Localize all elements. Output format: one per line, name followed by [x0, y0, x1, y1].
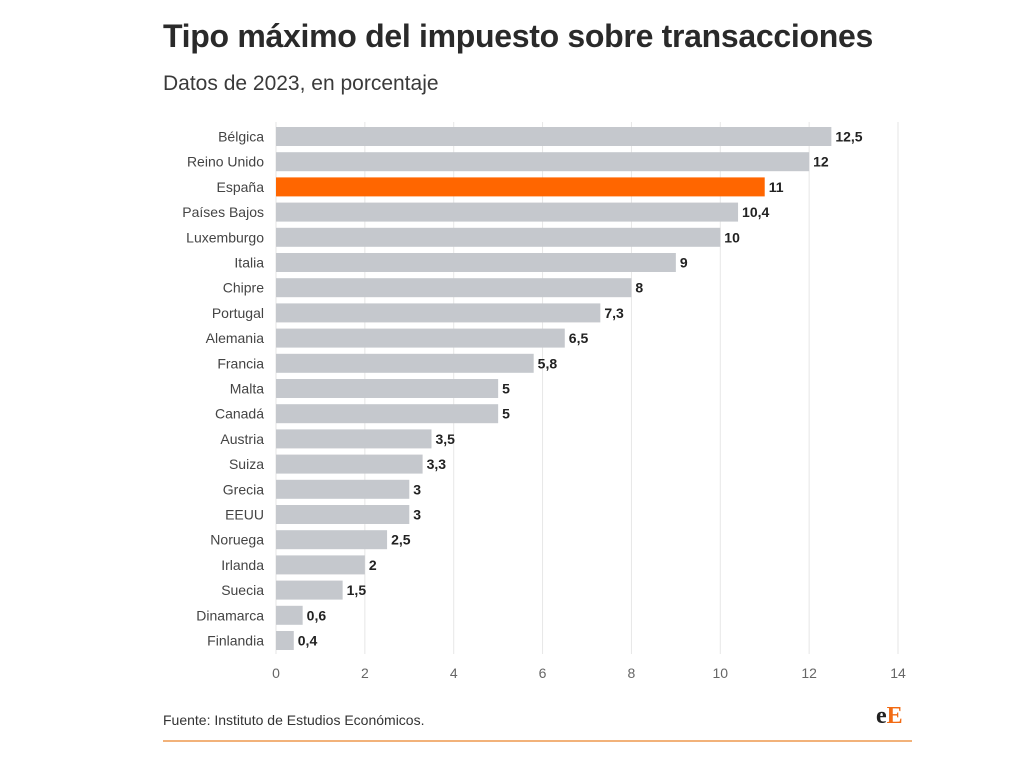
category-label: Chipre [223, 280, 264, 296]
value-label: 2,5 [391, 532, 411, 548]
source-note: Fuente: Instituto de Estudios Económicos… [163, 712, 425, 728]
bar [276, 580, 343, 600]
category-label: Noruega [210, 532, 264, 548]
value-label: 8 [635, 280, 643, 296]
value-label: 3 [413, 507, 421, 523]
bar [276, 605, 303, 625]
chart-title: Tipo máximo del impuesto sobre transacci… [163, 18, 873, 54]
value-label: 10,4 [742, 204, 769, 220]
value-label: 9 [680, 255, 688, 271]
publisher-logo: eE [876, 703, 903, 729]
bar [276, 379, 499, 398]
value-label: 5,8 [538, 355, 558, 371]
category-label: Irlanda [221, 557, 264, 573]
value-label: 2 [369, 557, 377, 573]
bar [276, 454, 423, 474]
category-label: Finlandia [207, 633, 264, 649]
bar [276, 530, 388, 550]
x-tick-label: 12 [801, 665, 817, 681]
category-label: Suiza [229, 456, 264, 472]
value-label: 3 [413, 481, 421, 497]
category-label: Italia [234, 255, 264, 271]
bar-chart: 0 2 4 6 8 10 12 14 Bélgica 12,5 Reino Unido 12 Españ… [182, 122, 906, 681]
bar [276, 429, 432, 449]
value-label: 5 [502, 406, 510, 422]
value-label: 3,3 [427, 456, 447, 472]
category-label: Malta [230, 381, 264, 397]
x-tick-label: 4 [450, 665, 458, 681]
bar [276, 278, 632, 298]
bar [276, 127, 832, 146]
category-label: Bélgica [218, 129, 264, 145]
bar [276, 631, 294, 650]
bar [276, 202, 739, 222]
value-label: 11 [769, 179, 784, 195]
bar [276, 328, 565, 348]
category-label: Austria [220, 431, 264, 447]
value-label: 12,5 [835, 129, 862, 145]
bar [276, 353, 534, 373]
x-tick-label: 2 [361, 665, 369, 681]
x-tick-label: 6 [539, 665, 547, 681]
chart-subtitle: Datos de 2023, en porcentaje [163, 72, 439, 95]
bar [276, 505, 410, 524]
bar [276, 404, 499, 424]
category-label: Países Bajos [182, 204, 264, 220]
x-tick-label: 10 [712, 665, 728, 681]
category-label: Dinamarca [196, 607, 264, 623]
footer-divider [163, 740, 912, 742]
category-label: EEUU [225, 507, 264, 523]
category-label: Luxemburgo [186, 229, 264, 245]
category-label: Portugal [212, 305, 264, 321]
x-tick-label: 8 [628, 665, 636, 681]
category-label: España [217, 179, 265, 195]
bar [276, 227, 721, 247]
category-label: Canadá [215, 406, 264, 422]
bar [276, 253, 676, 272]
value-label: 3,5 [436, 431, 456, 447]
x-tick-label: 0 [272, 665, 280, 681]
category-label: Suecia [221, 582, 264, 598]
value-label: 10 [724, 229, 740, 245]
category-label: Reino Unido [187, 154, 264, 170]
value-label: 6,5 [569, 330, 589, 346]
value-label: 1,5 [347, 582, 367, 598]
x-tick-label: 14 [890, 665, 906, 681]
value-label: 0,4 [298, 633, 318, 649]
category-label: Francia [217, 355, 264, 371]
bar [276, 152, 810, 172]
bar [276, 177, 765, 197]
value-label: 7,3 [604, 305, 624, 321]
bar [276, 555, 365, 575]
category-label: Grecia [223, 481, 264, 497]
bar [276, 303, 601, 323]
value-label: 12 [813, 154, 829, 170]
value-label: 5 [502, 381, 510, 397]
bar [276, 479, 410, 499]
value-label: 0,6 [307, 607, 327, 623]
category-label: Alemania [206, 330, 265, 346]
